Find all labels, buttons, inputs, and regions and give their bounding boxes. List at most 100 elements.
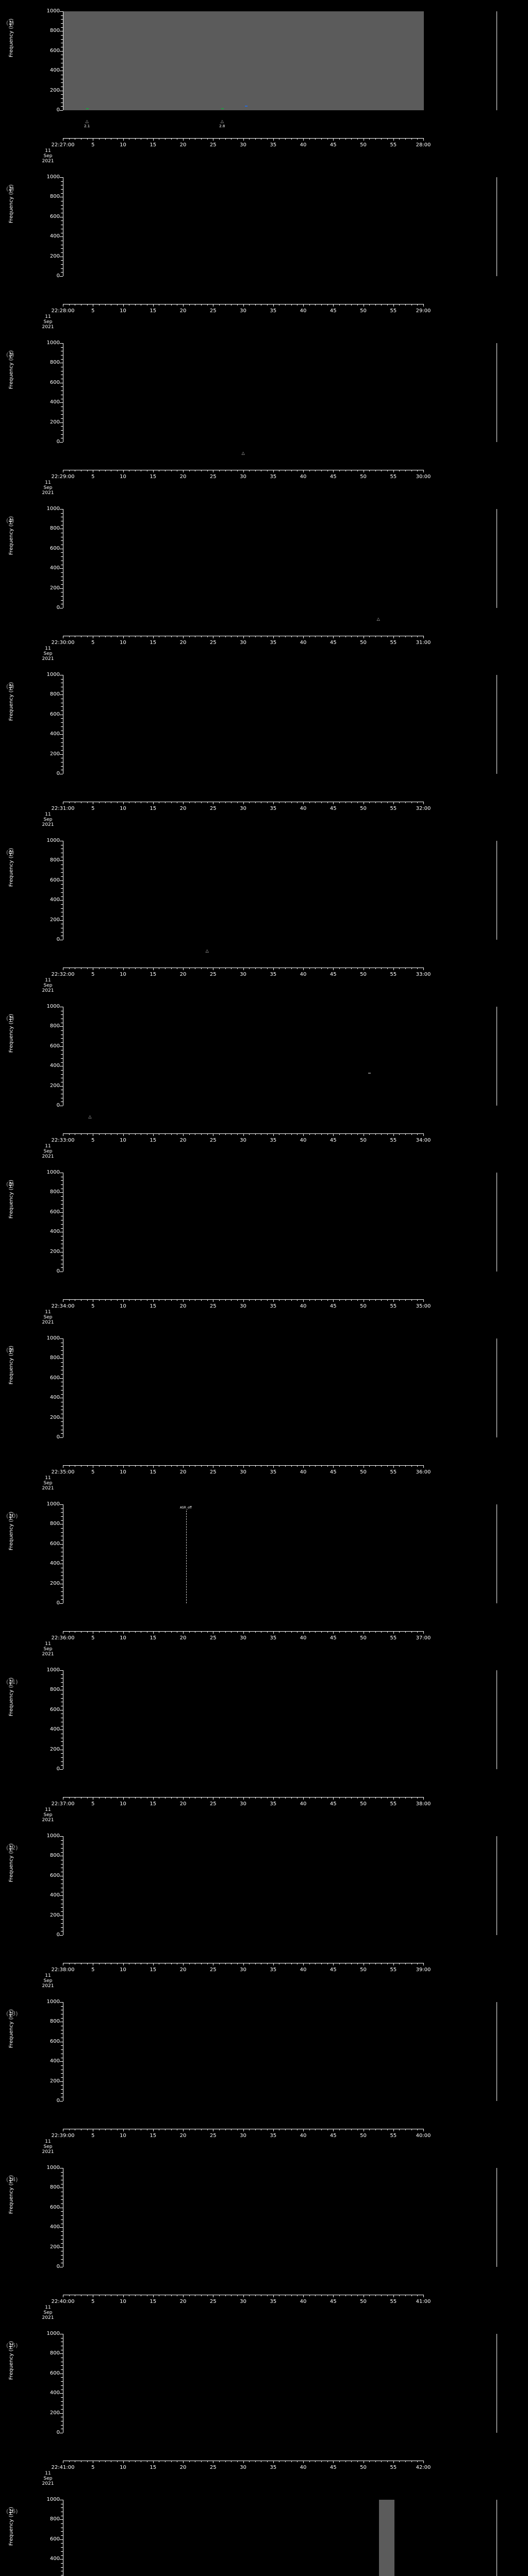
y-minor-tick — [61, 1366, 63, 1367]
y-tick-label: 600 — [50, 1375, 60, 1381]
panel-plot-area[interactable] — [63, 1504, 424, 1603]
panel-plot-area[interactable] — [63, 2168, 424, 2267]
x-minor-tick — [69, 1299, 70, 1301]
y-minor-tick — [61, 1907, 63, 1908]
x-minor-tick — [117, 2129, 118, 2130]
y-minor-tick — [61, 106, 63, 107]
x-minor-tick — [189, 1631, 190, 1633]
detection-marker — [368, 1072, 371, 1074]
y-tick-label: 0 — [56, 1434, 60, 1440]
x-axis-start-label: 22:36:00 — [51, 1635, 75, 1641]
x-minor-tick — [69, 968, 70, 969]
y-minor-tick — [61, 908, 63, 909]
x-minor-tick — [135, 2461, 136, 2462]
y-tick-label: 800 — [50, 194, 60, 200]
x-minor-tick — [255, 2461, 256, 2462]
x-tick-label: 10 — [120, 1469, 126, 1475]
x-tick-label: 55 — [390, 1138, 397, 1143]
x-minor-tick — [411, 636, 412, 637]
x-minor-tick — [339, 802, 340, 803]
y-minor-tick — [61, 272, 63, 273]
x-major-tick — [423, 2129, 424, 2131]
panel-plot-area[interactable] — [63, 343, 424, 442]
y-minor-tick — [61, 1927, 63, 1928]
panel-plot-area[interactable] — [63, 2002, 424, 2101]
x-minor-tick — [207, 802, 208, 803]
y-minor-tick — [61, 2211, 63, 2212]
x-minor-tick — [237, 1299, 238, 1301]
panel-plot-area[interactable] — [63, 675, 424, 774]
x-minor-tick — [387, 1797, 388, 1799]
x-minor-tick — [285, 2295, 286, 2296]
x-minor-tick — [387, 2129, 388, 2130]
event-caret-marker: △ — [85, 119, 89, 124]
panel-plot-area[interactable] — [63, 509, 424, 608]
x-minor-tick — [117, 2295, 118, 2296]
x-minor-tick — [339, 2461, 340, 2462]
y-minor-tick — [61, 679, 63, 680]
x-minor-tick — [201, 138, 202, 140]
x-major-tick — [243, 2461, 244, 2463]
panel-plot-area[interactable] — [63, 177, 424, 276]
x-minor-tick — [387, 2295, 388, 2296]
panel-plot-area[interactable] — [63, 1670, 424, 1769]
x-minor-tick — [237, 968, 238, 969]
x-minor-tick — [357, 1299, 358, 1301]
x-major-tick — [393, 304, 394, 307]
y-tick-mark — [60, 177, 63, 178]
y-tick-mark — [60, 1212, 63, 1213]
y-minor-tick — [61, 35, 63, 36]
x-minor-tick — [399, 968, 400, 969]
y-minor-tick — [61, 1267, 63, 1268]
x-minor-tick — [381, 802, 382, 803]
panel-index-label: (7) — [6, 1015, 14, 1022]
x-minor-tick — [291, 1133, 292, 1135]
panel-plot-area[interactable] — [63, 1338, 424, 1437]
panel-plot-area[interactable] — [63, 1007, 424, 1106]
x-minor-tick — [327, 1631, 328, 1633]
x-major-tick — [123, 1299, 124, 1302]
y-minor-tick — [61, 2073, 63, 2074]
x-minor-tick — [165, 1631, 166, 1633]
x-minor-tick — [255, 1963, 256, 1964]
y-tick-label: 1000 — [46, 8, 60, 14]
x-minor-tick — [69, 304, 70, 306]
x-minor-tick — [207, 1797, 208, 1799]
x-tick-label: 40 — [300, 1635, 307, 1641]
x-major-tick — [183, 1631, 184, 1634]
x-minor-tick — [98, 1133, 100, 1135]
x-minor-tick — [117, 636, 118, 637]
x-minor-tick — [339, 470, 340, 471]
x-tick-label: 50 — [360, 640, 367, 646]
x-major-tick — [393, 1963, 394, 1965]
y-tick-mark — [60, 1358, 63, 1359]
y-minor-tick — [61, 1042, 63, 1043]
x-tick-label: 5 — [91, 474, 95, 480]
x-minor-tick — [309, 2295, 310, 2296]
y-tick-label: 400 — [50, 897, 60, 903]
x-minor-tick — [399, 1797, 400, 1799]
y-tick-label: 0 — [56, 1268, 60, 1274]
panel-plot-area[interactable] — [63, 2334, 424, 2433]
x-major-tick — [243, 636, 244, 638]
panel-plot-area[interactable] — [63, 1836, 424, 1935]
x-minor-tick — [189, 470, 190, 471]
x-minor-tick — [351, 1963, 352, 1964]
x-minor-tick — [105, 2295, 106, 2296]
y-tick-label: 600 — [50, 1540, 60, 1547]
panel-plot-area[interactable] — [63, 841, 424, 940]
panel-plot-area[interactable] — [63, 11, 424, 110]
x-major-tick — [153, 1797, 154, 1800]
y-tick-label: 800 — [50, 1687, 60, 1693]
x-minor-tick — [285, 802, 286, 803]
date-line: 11 — [45, 1144, 51, 1149]
x-tick-label: 35 — [270, 308, 277, 314]
x-tick-label: 55 — [390, 308, 397, 314]
x-tick-label: 50 — [360, 1967, 367, 1973]
panel-plot-area[interactable] — [63, 2500, 424, 2576]
x-minor-tick — [321, 304, 322, 306]
panel-plot-area[interactable] — [63, 1173, 424, 1272]
spectrogram-panel: (4) Frequency (Hz) 0 200 400 600 800 1000 △ 22:30… — [0, 498, 528, 664]
x-major-tick — [423, 802, 424, 804]
x-minor-tick — [309, 1963, 310, 1964]
